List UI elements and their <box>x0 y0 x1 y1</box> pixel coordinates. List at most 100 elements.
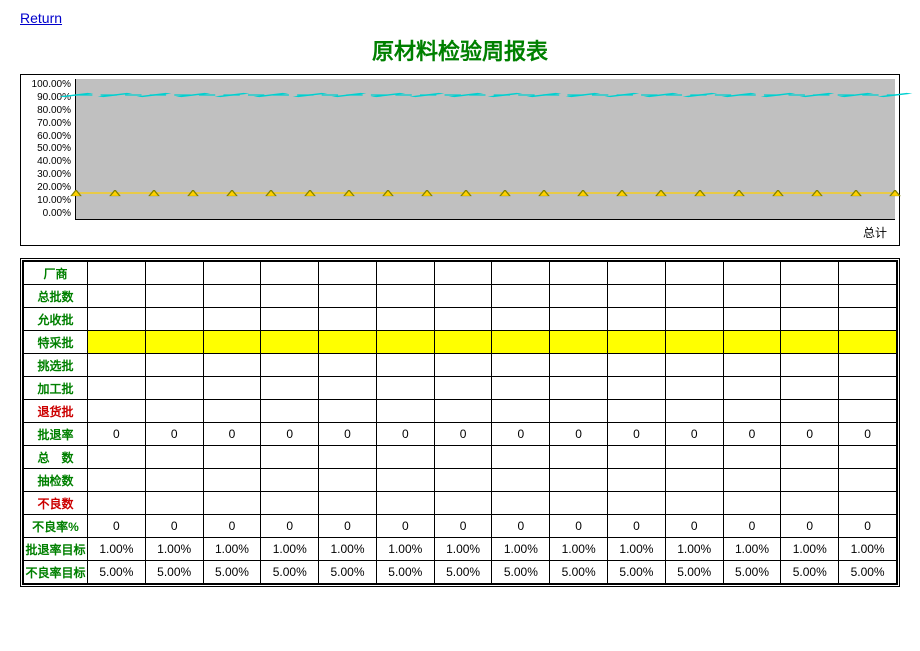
cell <box>550 377 608 400</box>
cell: 0 <box>203 515 261 538</box>
row-header-accept_batch: 允收批 <box>24 308 88 331</box>
cell <box>319 446 377 469</box>
cell <box>319 469 377 492</box>
row-header-special_batch: 特采批 <box>24 331 88 354</box>
cell: 1.00% <box>781 538 839 561</box>
cell: 0 <box>492 423 550 446</box>
cell <box>665 331 723 354</box>
cell <box>550 308 608 331</box>
cell <box>376 354 434 377</box>
cell <box>550 285 608 308</box>
cell <box>665 492 723 515</box>
chart-y-tick: 10.00% <box>25 195 71 206</box>
cell <box>492 492 550 515</box>
cell <box>723 377 781 400</box>
cell: 5.00% <box>319 561 377 584</box>
cell <box>261 354 319 377</box>
cell <box>203 400 261 423</box>
cell <box>492 400 550 423</box>
cell <box>261 331 319 354</box>
cell <box>723 285 781 308</box>
cell <box>492 377 550 400</box>
cell <box>88 285 146 308</box>
cell <box>665 285 723 308</box>
cell: 0 <box>145 423 203 446</box>
cell <box>145 262 203 285</box>
cell: 0 <box>608 515 666 538</box>
cell <box>145 492 203 515</box>
cell: 5.00% <box>550 561 608 584</box>
cell <box>145 331 203 354</box>
cell: 0 <box>781 515 839 538</box>
cell <box>839 400 897 423</box>
cell <box>145 469 203 492</box>
cell: 1.00% <box>839 538 897 561</box>
return-link[interactable]: Return <box>20 10 62 26</box>
cell <box>88 308 146 331</box>
cell <box>434 331 492 354</box>
cell: 0 <box>723 423 781 446</box>
cell <box>376 308 434 331</box>
cell <box>492 354 550 377</box>
cell: 0 <box>839 515 897 538</box>
cell <box>203 308 261 331</box>
cell <box>434 354 492 377</box>
cell <box>839 446 897 469</box>
cell: 1.00% <box>145 538 203 561</box>
cell <box>723 400 781 423</box>
cell <box>723 308 781 331</box>
cell <box>781 377 839 400</box>
cell <box>781 308 839 331</box>
cell <box>319 492 377 515</box>
cell <box>434 492 492 515</box>
cell: 1.00% <box>261 538 319 561</box>
cell <box>839 331 897 354</box>
cell: 5.00% <box>608 561 666 584</box>
cell <box>492 446 550 469</box>
cell: 0 <box>88 515 146 538</box>
cell <box>434 377 492 400</box>
cell: 5.00% <box>434 561 492 584</box>
table-row-pick_batch: 挑选批 <box>24 354 897 377</box>
cell: 1.00% <box>376 538 434 561</box>
cell: 5.00% <box>376 561 434 584</box>
cell <box>723 469 781 492</box>
cell <box>145 446 203 469</box>
cell <box>261 492 319 515</box>
cell: 0 <box>608 423 666 446</box>
cell <box>203 354 261 377</box>
cell <box>203 285 261 308</box>
cell <box>319 400 377 423</box>
cell <box>376 285 434 308</box>
cell <box>608 285 666 308</box>
row-header-batch_target: 批退率目标 <box>24 538 88 561</box>
cell: 0 <box>376 423 434 446</box>
cell <box>261 285 319 308</box>
chart-y-tick: 60.00% <box>25 131 71 142</box>
cell: 1.00% <box>665 538 723 561</box>
cell: 0 <box>434 515 492 538</box>
cell: 1.00% <box>434 538 492 561</box>
cell <box>319 308 377 331</box>
cell <box>608 262 666 285</box>
chart-y-tick: 80.00% <box>25 105 71 116</box>
chart-x-end-label: 总计 <box>25 220 895 241</box>
cell <box>723 262 781 285</box>
cell: 0 <box>203 423 261 446</box>
row-header-vendor: 厂商 <box>24 262 88 285</box>
cell <box>608 308 666 331</box>
data-table: 厂商总批数允收批特采批挑选批加工批退货批批退率00000000000000总 数… <box>23 261 897 584</box>
cell <box>608 400 666 423</box>
table-row-special_batch: 特采批 <box>24 331 897 354</box>
cell <box>261 262 319 285</box>
cell <box>376 400 434 423</box>
cell <box>261 469 319 492</box>
table-row-vendor: 厂商 <box>24 262 897 285</box>
cell: 5.00% <box>665 561 723 584</box>
chart-y-axis: 100.00%90.00%80.00%70.00%60.00%50.00%40.… <box>25 79 75 219</box>
cell <box>839 354 897 377</box>
cell <box>434 400 492 423</box>
cell <box>608 377 666 400</box>
cell: 0 <box>434 423 492 446</box>
cell <box>434 308 492 331</box>
